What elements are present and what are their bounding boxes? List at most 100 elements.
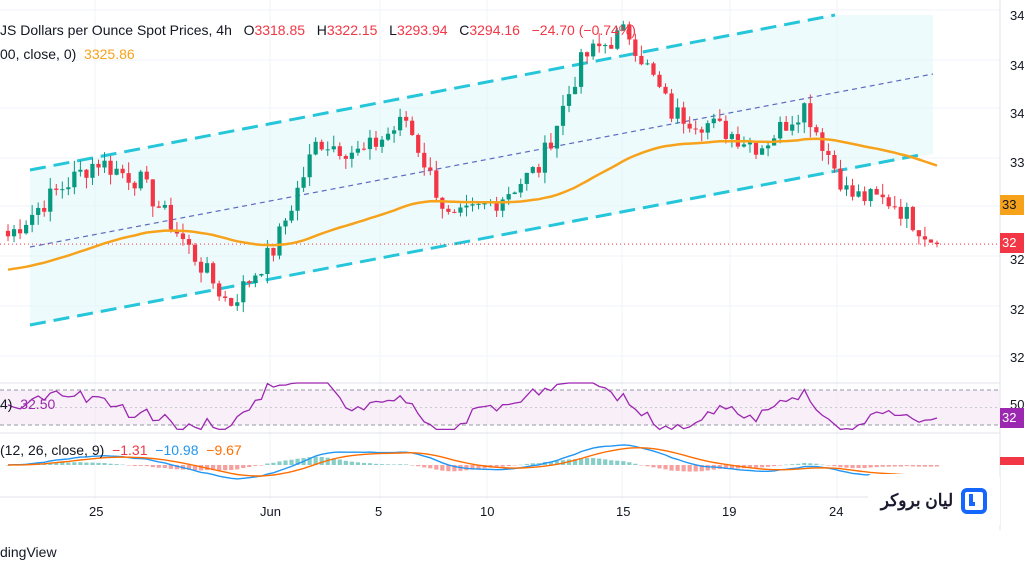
macd-histogram-bar [536, 463, 541, 465]
macd-histogram-bar [663, 465, 668, 470]
macd-histogram-bar [723, 465, 728, 469]
macd-histogram-bar [675, 465, 680, 471]
candle-body [361, 148, 367, 150]
ma-legend-label: 00, close, 0) [0, 46, 77, 62]
macd-histogram-bar [331, 458, 336, 465]
candle-body [729, 134, 734, 139]
channel-fill [30, 15, 933, 325]
candle-body [253, 275, 258, 283]
candle-body [856, 191, 861, 197]
candle-body [66, 187, 71, 190]
close-value: 3294.16 [469, 22, 520, 38]
candle-body [144, 171, 149, 180]
candle-body [404, 116, 409, 121]
macd-histogram-bar [802, 462, 807, 465]
macd-histogram-bar [126, 465, 131, 466]
candle-body [138, 171, 143, 189]
candle-body [72, 171, 77, 188]
macd-histogram-bar [361, 462, 367, 465]
macd-histogram-bar [186, 465, 192, 470]
candle-body [530, 167, 535, 173]
macd-histogram-bar [355, 462, 360, 465]
candle-body [120, 168, 125, 174]
candle-body [398, 116, 403, 131]
macd-histogram-bar [470, 465, 475, 470]
candle-body [838, 168, 843, 190]
macd-histogram-bar [705, 465, 710, 471]
macd-histogram-bar [904, 465, 909, 467]
candle-body [247, 281, 252, 283]
macd-histogram-bar [627, 462, 632, 465]
candle-body [90, 163, 95, 178]
candle-body [440, 197, 445, 209]
change-value: −24.70 (−0.74%) [531, 22, 636, 38]
candle-body [494, 202, 499, 211]
macd-histogram-bar [223, 465, 228, 471]
high-label: H [316, 22, 327, 38]
macd-histogram-bar [247, 465, 252, 468]
macd-histogram-bar [404, 464, 409, 465]
candle-body [271, 247, 276, 256]
close-label: C [459, 22, 470, 38]
macd-histogram-bar [349, 461, 354, 465]
candle-body [645, 63, 650, 65]
macd-histogram-bar [747, 465, 753, 468]
time-axis-label: 10 [480, 504, 495, 519]
macd-histogram-bar [307, 457, 312, 465]
candle-body [524, 172, 529, 184]
macd-histogram-bar [530, 463, 535, 465]
macd-histogram-bar [572, 459, 578, 465]
price-axis-label: 32 [1010, 350, 1024, 365]
candle-body [560, 105, 566, 126]
macd-histogram-bar [108, 463, 113, 465]
candle-body [922, 236, 928, 240]
macd-histogram-bar [778, 465, 783, 466]
macd-histogram-bar [398, 464, 403, 465]
macd-histogram-bar [102, 462, 107, 465]
macd-histogram-bar [241, 465, 246, 469]
candle-body [217, 283, 222, 297]
candle-body [820, 132, 825, 151]
logo-text: لیان بروکر [880, 491, 954, 510]
candle-body [464, 205, 469, 208]
macd-histogram-bar [253, 465, 258, 466]
macd-histogram-bar [814, 463, 819, 465]
rsi-legend: 4) 32.50 [0, 396, 55, 412]
candle-body [741, 144, 747, 147]
macd-histogram-bar [211, 465, 216, 471]
macd-histogram-bar [410, 465, 415, 466]
candle-body [687, 123, 692, 129]
macd-histogram-bar [96, 462, 101, 465]
macd-histogram-bar [868, 465, 873, 468]
macd-histogram-bar [916, 465, 921, 467]
candle-body [663, 86, 668, 94]
macd-histogram-bar [784, 464, 789, 466]
candle-body [747, 142, 753, 145]
candle-body [723, 120, 728, 139]
macd-histogram-bar [524, 463, 529, 465]
macd-histogram-bar [790, 464, 795, 465]
candle-body [669, 93, 674, 119]
candle-body [102, 160, 107, 168]
candle-body [349, 152, 354, 159]
candle-body [802, 103, 807, 123]
macd-histogram-bar [832, 465, 837, 467]
macd-histogram-bar [796, 463, 801, 465]
macd-histogram-bar [168, 465, 173, 469]
macd-histogram-bar [319, 456, 324, 465]
macd-legend: (12, 26, close, 9) −1.31 −10.98 −9.67 [0, 442, 242, 458]
candle-body [379, 139, 385, 147]
macd-histogram-bar [850, 465, 855, 469]
candle-body [536, 167, 541, 173]
macd-histogram-bar [428, 465, 433, 469]
symbol-title: JS Dollars per Ounce Spot Prices, 4h [0, 22, 232, 38]
macd-histogram-bar [325, 457, 330, 465]
macd-histogram-bar [295, 458, 300, 465]
price-axis-label: 32 [1010, 302, 1024, 317]
candle-body [705, 123, 710, 133]
macd-histogram-bar [765, 465, 771, 467]
macd-histogram-bar [651, 465, 656, 468]
candle-body [615, 30, 620, 49]
candle-body [910, 206, 915, 231]
